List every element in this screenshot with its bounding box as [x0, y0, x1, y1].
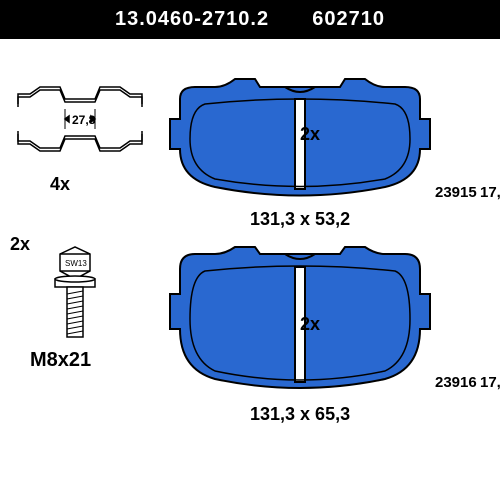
- clip-quantity: 4x: [50, 174, 70, 195]
- pad1-quantity: 2x: [300, 124, 320, 145]
- pad1-thickness: 17,6: [480, 184, 500, 201]
- short-code: 602710: [312, 8, 385, 30]
- clip-dimension-text: 27,8: [72, 113, 96, 127]
- pad2-code: 23916: [435, 374, 477, 391]
- pad2-dimensions: 131,3 x 65,3: [250, 404, 350, 425]
- clip-drawing: 27,8: [10, 79, 150, 169]
- bolt-spec: M8x21: [30, 349, 91, 372]
- diagram-content: 27,8 4x 2x SW13: [0, 39, 500, 489]
- part-number: 13.0460-2710.2: [115, 8, 269, 30]
- pad1-dimensions: 131,3 x 53,2: [250, 209, 350, 230]
- bolt-drawing: SW13: [25, 239, 125, 359]
- pad2-thickness: 17,6: [480, 374, 500, 391]
- pad2-quantity: 2x: [300, 314, 320, 335]
- pad1-code: 23915: [435, 184, 477, 201]
- bolt-hex-label: SW13: [65, 259, 87, 268]
- header-bar: 13.0460-2710.2 602710: [0, 0, 500, 39]
